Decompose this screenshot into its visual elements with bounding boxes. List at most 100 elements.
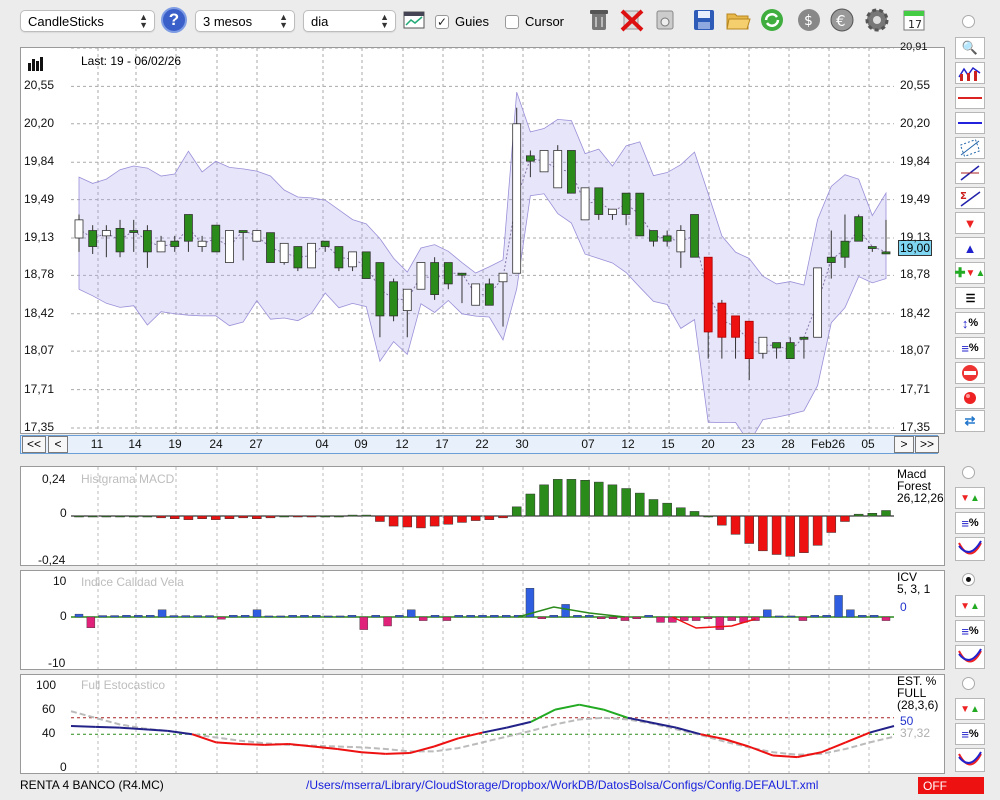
print-icon[interactable] [651,6,679,34]
stop-button[interactable] [955,362,985,384]
price-chart-panel[interactable]: Last: 19 - 06/02/26 [20,47,945,434]
add-signal-button[interactable]: ✚ ▼ ▲ [955,262,985,284]
radio-macd-panel[interactable] [962,466,975,479]
chart-settings-icon[interactable] [402,8,426,32]
radio-stoch-panel[interactable] [962,677,975,690]
refresh-icon[interactable] [758,6,786,34]
last-quote-label: Last: 19 - 06/02/26 [81,54,182,68]
zoom-tool-button[interactable]: 🔍 [955,37,985,59]
macd-bar [347,514,358,517]
stoch-percent-button[interactable]: ≡% [955,723,985,745]
stoch-cross-button[interactable] [955,748,985,772]
icv-percent-button[interactable]: ≡% [955,620,985,642]
macd-bar [265,515,276,519]
price-y-label-right: 17,71 [900,381,931,396]
icv-bar [810,615,819,618]
date-x-label: 12 [621,437,635,451]
period-select[interactable]: 3 mesos ▲ ▼ [195,10,295,32]
guides-check-box[interactable]: ✓ [435,14,449,29]
nav-prev-button[interactable]: < [48,436,68,453]
gear-icon[interactable] [863,6,891,34]
icv-bar [763,609,772,618]
macd-y-top: 0,24 [42,472,66,486]
price-y-label-left: 18,07 [24,343,55,358]
nav-last-button[interactable]: >> [915,436,939,453]
trendline-icon [960,165,980,181]
percent-range-button[interactable]: ↕% [955,312,985,334]
price-y-label-right: 19,13 [900,230,931,244]
config-path-link[interactable]: /Users/mserra/Library/CloudStorage/Dropb… [306,778,819,792]
horizontal-red-line-button[interactable] [955,87,985,109]
date-x-label: 14 [128,437,142,451]
stoch-k-segment [409,745,435,755]
icv-bar [347,615,357,618]
icv-panel[interactable]: Indice Calidad Vela [20,570,945,670]
icv-bar [608,616,618,619]
macd-bar [306,515,317,518]
candle-body [348,251,357,268]
sell-arrow-button[interactable]: ▼ [955,212,985,234]
stoch-legend-params: (28,3,6) [897,698,939,712]
channel-tool-button[interactable] [955,137,985,159]
macd-cross-button[interactable] [955,537,985,561]
fibonacci-tool-button[interactable]: Σ [955,187,985,209]
guides-checkbox[interactable]: ✓ Guies [435,14,489,29]
macd-signals-button[interactable]: ▼ ▲ [955,487,985,509]
cursor-check-box[interactable] [505,14,519,29]
help-icon[interactable]: ? [161,7,187,33]
icv-bar [157,609,167,618]
stoch-signals-button[interactable]: ▼ ▲ [955,698,985,720]
price-y-label-right: 19,84 [900,154,931,169]
macd-bar [635,492,645,517]
cursor-checkbox[interactable]: Cursor [505,14,564,29]
radio-icv-panel[interactable] [962,573,975,586]
percent-lines-button[interactable]: ≡% [955,337,985,359]
nav-first-button[interactable]: << [22,436,46,453]
trash-icon[interactable] [585,6,613,34]
record-button[interactable] [955,387,985,409]
delete-icon[interactable] [618,6,646,34]
icv-bar [193,615,202,618]
chart-type-select[interactable]: CandleSticks ▲ ▼ [20,10,155,32]
icv-bar [146,615,155,618]
sync-button[interactable]: ⇄ [955,410,985,432]
sync-arrows-icon: ⇄ [964,413,976,428]
candle-body [334,246,344,269]
macd-percent-button[interactable]: ≡% [955,512,985,534]
lines-menu-button[interactable]: ☰ [955,287,985,309]
off-status-button[interactable]: OFF [918,777,984,794]
crossing-lines-icon [958,540,982,555]
macd-bar [785,515,796,557]
radio-price-panel[interactable] [962,15,975,28]
icv-bar [478,615,487,618]
macd-bar [525,493,536,517]
trendline-tool-button[interactable] [955,162,985,184]
macd-bar [211,515,221,520]
stoch-k-segment [433,737,459,748]
stochastic-panel[interactable]: Full Estocastico [20,674,945,774]
horizontal-blue-line-button[interactable] [955,112,985,134]
calendar-icon[interactable]: 17 [900,6,928,34]
macd-bar [799,515,809,553]
macd-panel[interactable]: Histgrama MACD [20,466,945,566]
chart-style-button[interactable] [955,62,985,84]
icv-bar [86,616,96,629]
crossing-lines-icon [958,751,982,766]
nav-next-button[interactable]: > [894,436,914,453]
icv-signal-line-up [517,606,625,618]
buy-arrow-button[interactable]: ▲ [955,237,985,259]
price-y-label-left: 17,71 [24,381,55,396]
save-icon[interactable] [690,6,718,34]
open-folder-icon[interactable] [724,6,752,34]
red-line-icon [958,97,982,99]
price-chart[interactable] [21,48,944,433]
euro-icon[interactable]: € [828,6,856,34]
red-arrow-icon: ▼ [960,492,970,504]
macd-bar [156,515,166,519]
interval-select[interactable]: dia ▲ ▼ [303,10,396,32]
macd-legend-params: 26,12,26 [897,491,944,505]
date-x-label: 07 [581,437,595,451]
currency-refresh-icon[interactable]: $ [795,6,823,34]
icv-signals-button[interactable]: ▼ ▲ [955,595,985,617]
icv-cross-button[interactable] [955,645,985,669]
